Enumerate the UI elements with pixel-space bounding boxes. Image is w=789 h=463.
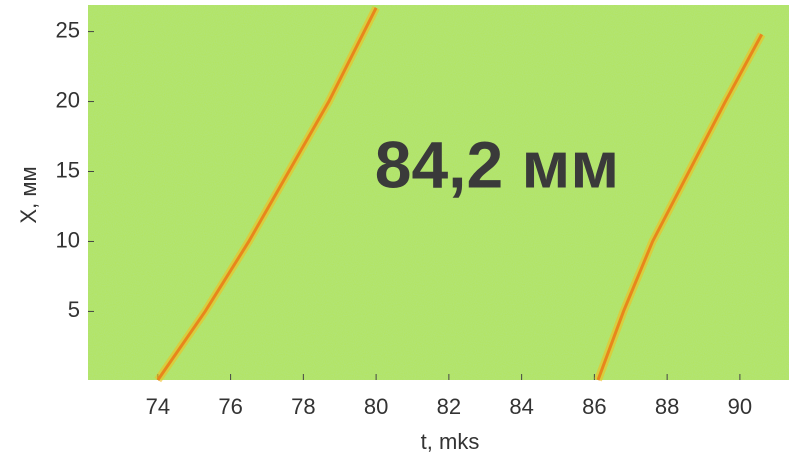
x-tick-label: 74 xyxy=(146,394,170,419)
x-tick-label: 88 xyxy=(655,394,679,419)
annotation: 84,2 мм xyxy=(375,127,619,201)
y-tick-label: 15 xyxy=(56,157,80,182)
x-tick-label: 82 xyxy=(437,394,461,419)
chart: 84,2 мм t, mks X, мм 74 76 78 80 82 84 86 88 90 5… xyxy=(0,0,789,463)
x-tick-label: 84 xyxy=(509,394,533,419)
y-tick-label: 25 xyxy=(56,17,80,42)
y-tick-label: 20 xyxy=(56,87,80,112)
x-tick-label: 76 xyxy=(218,394,242,419)
x-tick-label: 86 xyxy=(582,394,606,419)
x-tick-label: 90 xyxy=(728,394,752,419)
x-tick-label: 80 xyxy=(364,394,388,419)
y-axis-label: X, мм xyxy=(16,166,41,223)
y-tick-label: 5 xyxy=(68,297,80,322)
x-tick-label: 78 xyxy=(291,394,315,419)
x-axis-label: t, mks xyxy=(421,429,480,454)
y-tick-label: 10 xyxy=(56,227,80,252)
